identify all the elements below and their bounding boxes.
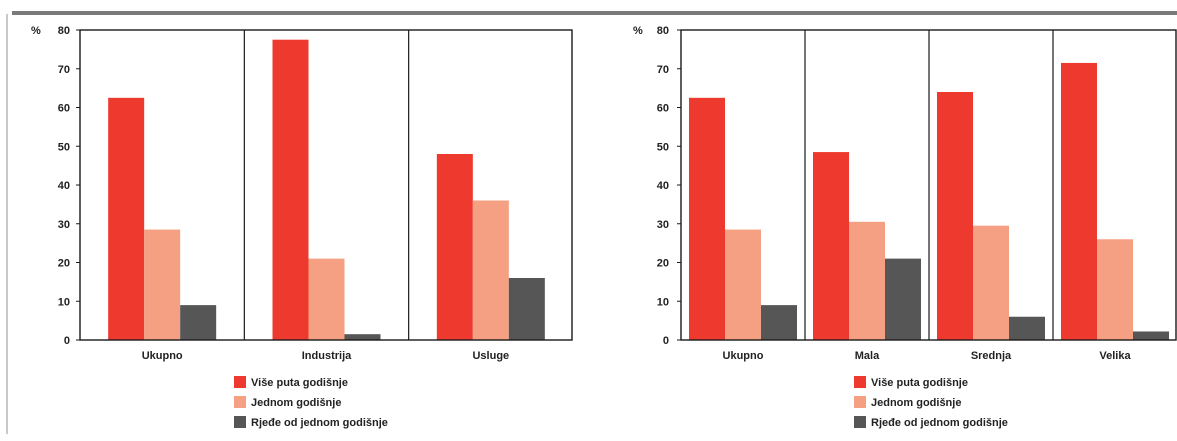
bar-2-velika [1097,239,1133,340]
y-tick-label: 20 [657,258,669,270]
x-category-label: Velika [1099,350,1131,362]
y-axis-unit-label: % [633,25,643,37]
y-tick-label: 30 [657,219,669,231]
bar-1-usluge [436,154,473,340]
bar-2-industrija [308,258,345,340]
x-category-label: Ukupno [142,350,183,362]
y-tick-label: 30 [58,219,70,231]
bar-3-srednja [1009,316,1045,340]
bar-3-ukupno [761,305,797,340]
y-axis-unit-label: % [31,25,41,37]
chart-2: % 0 10 20 30 40 50 60 70 80 Ukupno Mala Srednja Velik… [633,25,1177,429]
legend-label-2: Jednom godišnje [871,397,961,409]
chart-1: % 0 10 20 30 40 50 60 70 80 Ukupno Industrija Usluge… [31,25,573,429]
bar-1-ukupno [689,97,725,340]
y-tick-label: 60 [58,103,70,115]
legend-label-3: Rjeđe od jednom godišnje [251,417,388,429]
y-tick-label: 70 [657,64,669,76]
bar-3-ukupno [180,305,217,340]
legend-label-1: Više puta godišnje [251,377,348,389]
x-category-label: Srednja [971,350,1012,362]
y-tick-label: 80 [657,25,669,37]
y-tick-label: 10 [58,296,70,308]
bar-1-industrija [272,39,309,340]
y-tick-label: 40 [58,180,70,192]
bar-2-ukupno [725,229,761,340]
y-tick-label: 80 [58,25,70,37]
bar-3-usluge [508,278,545,340]
legend-swatch-2 [854,396,866,408]
y-tick-label: 50 [657,141,669,153]
legend-swatch-1 [854,376,866,388]
legend-swatch-3 [854,416,866,428]
y-tick-label: 0 [64,335,70,347]
x-category-label: Usluge [472,350,509,362]
y-tick-label: 20 [58,258,70,270]
y-tick-label: 50 [58,141,70,153]
legend-label-1: Više puta godišnje [871,377,968,389]
y-tick-label: 70 [58,64,70,76]
bar-1-srednja [937,92,973,340]
bar-3-industrija [344,334,381,340]
x-category-label: Industrija [302,350,352,362]
plot-frame [680,29,1177,341]
bar-1-ukupno [108,97,145,340]
bar-1-velika [1061,62,1097,340]
bar-2-ukupno [144,229,181,340]
bar-2-mala [849,221,885,340]
bar-3-mala [885,258,921,340]
bar-2-usluge [472,200,509,340]
y-tick-label: 10 [657,296,669,308]
x-category-label: Mala [855,350,880,362]
top-rule [12,11,1177,15]
bar-1-mala [813,152,849,340]
left-rule [6,14,8,434]
legend-swatch-1 [234,376,246,388]
bar-3-velika [1133,331,1169,340]
legend-swatch-2 [234,396,246,408]
legend-swatch-3 [234,416,246,428]
plot-frame [79,29,573,341]
y-tick-label: 40 [657,180,669,192]
legend-label-2: Jednom godišnje [251,397,341,409]
y-tick-label: 0 [663,335,669,347]
x-category-label: Ukupno [723,350,764,362]
legend-label-3: Rjeđe od jednom godišnje [871,417,1008,429]
bar-2-srednja [973,225,1009,340]
y-tick-label: 60 [657,103,669,115]
